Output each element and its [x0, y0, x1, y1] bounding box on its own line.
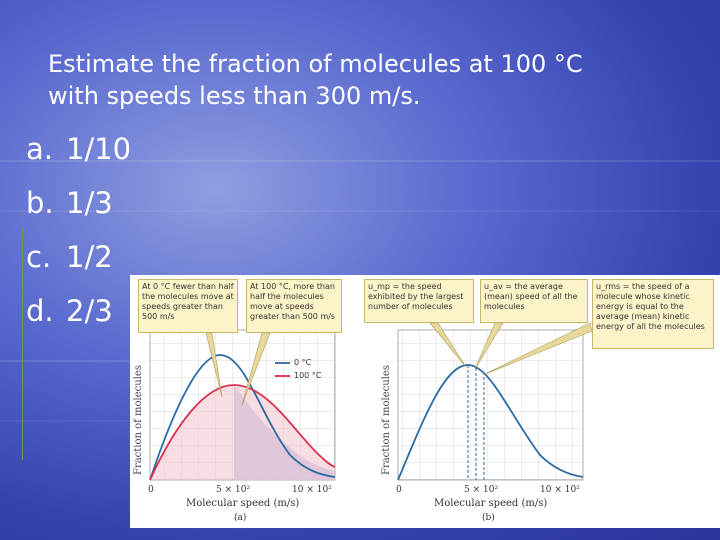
callout-100c: At 100 °C, more than half the molecules …: [246, 279, 342, 333]
option-b-label: b.: [26, 186, 54, 220]
pointer-4: [474, 322, 504, 370]
tick-a-0: 0: [148, 485, 154, 495]
option-d[interactable]: d. 2/3: [26, 294, 113, 328]
panel-a-label: (a): [234, 513, 247, 523]
figure-graphics: [149, 322, 593, 481]
pointer-2: [241, 332, 271, 406]
question-line-1: Estimate the fraction of molecules at 10…: [48, 50, 583, 78]
callout-0c: At 0 °C fewer than half the molecules mo…: [138, 279, 238, 333]
panel-b-curve: [397, 364, 584, 481]
option-d-label: d.: [26, 294, 54, 328]
pointer-3: [429, 322, 467, 368]
option-c-text: 1/2: [66, 240, 113, 274]
panel-b-grid: [397, 329, 584, 481]
pointer-5: [482, 322, 593, 376]
pointer-1: [205, 332, 223, 398]
legend-cold: 0 °C: [294, 358, 312, 367]
option-a-label: a.: [26, 132, 53, 166]
tick-a-5: 5 × 10²: [216, 485, 251, 495]
tick-a-10: 10 × 10²: [292, 485, 332, 495]
y-axis-label-b: Fraction of molecules: [381, 365, 392, 475]
cold-curve: [149, 354, 336, 481]
question-line-2: with speeds less than 300 m/s.: [48, 82, 421, 110]
tick-b-0: 0: [396, 485, 402, 495]
option-c[interactable]: c. 1/2: [26, 240, 113, 274]
question-text: Estimate the fraction of molecules at 10…: [48, 48, 583, 112]
y-axis-label-a: Fraction of molecules: [133, 365, 144, 475]
callout-urms: u_rms = the speed of a molecule whose ki…: [592, 279, 714, 349]
callout-uav: u_av = the average (mean) speed of all t…: [480, 279, 588, 323]
x-axis-label-b: Molecular speed (m/s): [434, 498, 548, 509]
hot-curve: [149, 384, 336, 481]
callout-ump: u_mp = the speed exhibited by the larges…: [364, 279, 474, 323]
option-a-text: 1/10: [66, 132, 132, 166]
tick-b-5: 5 × 10²: [464, 485, 499, 495]
x-axis-label-a: Molecular speed (m/s): [186, 498, 300, 509]
option-d-text: 2/3: [66, 294, 113, 328]
tick-b-10: 10 × 10²: [540, 485, 580, 495]
legend-hot: 100 °C: [294, 371, 322, 380]
speed-distribution-figure: At 0 °C fewer than half the molecules mo…: [130, 275, 720, 528]
panel-b-label: (b): [482, 513, 495, 523]
hot-curve-fill: [150, 385, 335, 480]
option-a[interactable]: a. 1/10: [26, 132, 131, 166]
option-b[interactable]: b. 1/3: [26, 186, 113, 220]
option-c-label: c.: [26, 240, 52, 274]
decorative-rule: [22, 228, 23, 460]
option-b-text: 1/3: [66, 186, 113, 220]
